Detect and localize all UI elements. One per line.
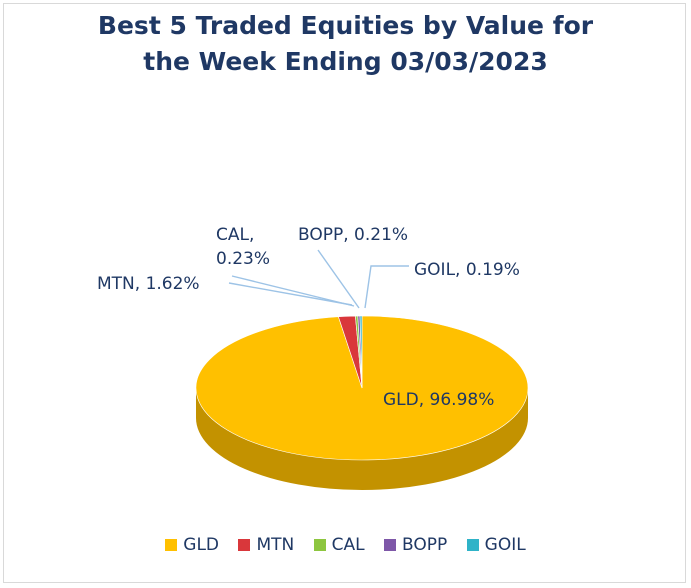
legend-swatch-mtn [238, 539, 251, 551]
leader-line-cal [231, 275, 355, 307]
legend-swatch-gld [165, 539, 178, 551]
legend-label-cal: CAL [331, 535, 365, 555]
legend-item-cal: CAL [313, 535, 365, 555]
legend-label-bopp: BOPP [402, 535, 448, 555]
legend-label-mtn: MTN [256, 535, 295, 555]
legend-swatch-cal [313, 539, 326, 551]
chart-title: Best 5 Traded Equities by Value for the … [0, 8, 691, 80]
legend-swatch-bopp [384, 539, 397, 551]
pie-side-gld [196, 388, 528, 490]
chart-legend: GLD MTN CAL BOPP GOIL [0, 535, 691, 555]
legend-label-goil: GOIL [484, 535, 526, 555]
data-label-goil: GOIL, 0.19% [414, 260, 520, 280]
legend-item-bopp: BOPP [384, 535, 447, 555]
leader-line-goil [364, 265, 409, 309]
data-label-mtn: MTN, 1.62% [97, 274, 200, 294]
legend-item-gld: GLD [165, 535, 219, 555]
leader-line-bopp [317, 249, 360, 309]
legend-swatch-goil [466, 539, 479, 551]
data-label-bopp: BOPP, 0.21% [298, 225, 408, 245]
leader-line-mtn [228, 282, 353, 306]
legend-label-gld: GLD [183, 535, 220, 555]
data-label-cal: CAL, 0.23% [216, 225, 270, 269]
chart-title-line-2: the Week Ending 03/03/2023 [143, 47, 548, 76]
legend-item-mtn: MTN [238, 535, 294, 555]
chart-title-line-1: Best 5 Traded Equities by Value for [97, 11, 594, 40]
pie-slice-goil [359, 315, 363, 389]
legend-item-goil: GOIL [466, 535, 526, 555]
data-label-gld: GLD, 96.98% [383, 390, 494, 410]
